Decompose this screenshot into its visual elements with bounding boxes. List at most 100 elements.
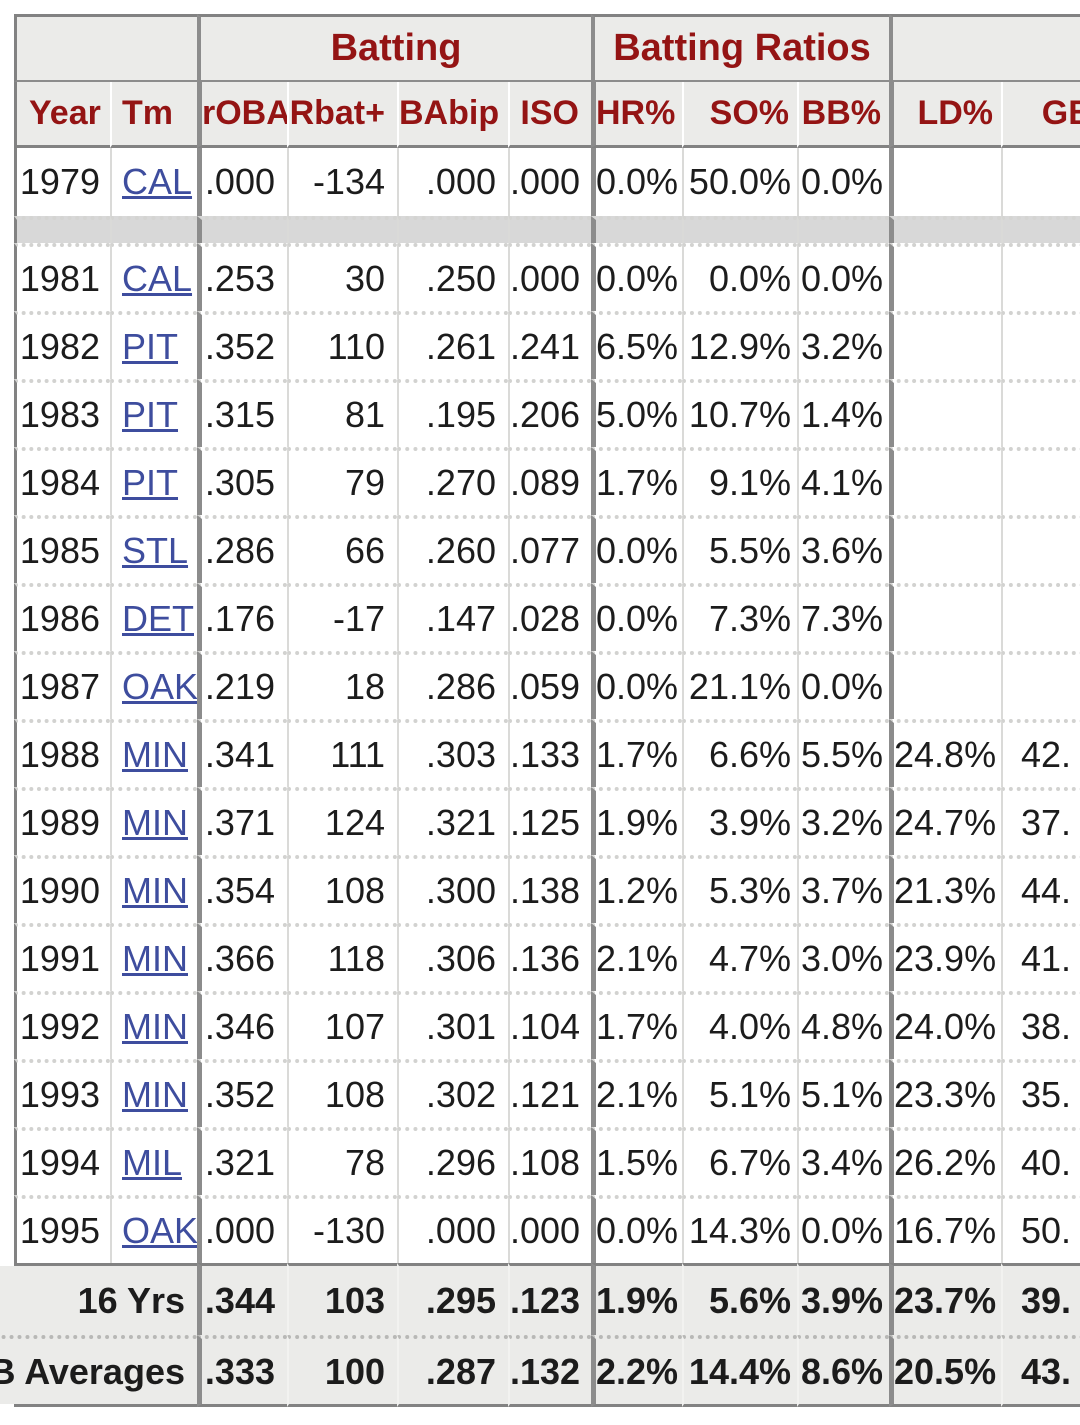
col-header-ld-pct[interactable]: LD% xyxy=(889,82,1001,148)
iso-cell: .028 xyxy=(508,583,591,651)
babip-cell: .250 xyxy=(397,243,508,311)
team-link[interactable]: OAK xyxy=(122,1210,197,1251)
babip-total: .295 xyxy=(397,1263,508,1335)
babip-cell: .301 xyxy=(397,991,508,1059)
bb-pct-cell: 3.4% xyxy=(797,1127,889,1195)
bb-pct-avg: 8.6% xyxy=(797,1335,889,1407)
hr-pct-cell: 0.0% xyxy=(591,583,682,651)
team-link[interactable]: MIN xyxy=(122,734,188,775)
season-row-1994: 1994 MIL .321 78 .296 .108 1.5% 6.7% 3.4… xyxy=(14,1127,1080,1195)
roba-total: .344 xyxy=(197,1263,287,1335)
roba-cell: .346 xyxy=(197,991,287,1059)
team-cell: MIN xyxy=(110,991,197,1059)
so-pct-cell: 3.9% xyxy=(682,787,797,855)
missing-season-spacer-row xyxy=(14,216,1080,243)
year-cell: 1986 xyxy=(14,583,110,651)
col-header-year[interactable]: Year xyxy=(14,82,110,148)
team-link[interactable]: MIN xyxy=(122,802,188,843)
player-batting-stats-table: Batting Batting Ratios Year Tm rOBA Rbat… xyxy=(0,14,1080,1407)
season-row-1984: 1984 PIT .305 79 .270 .089 1.7% 9.1% 4.1… xyxy=(14,447,1080,515)
bb-pct-cell: 0.0% xyxy=(797,1195,889,1263)
iso-cell: .089 xyxy=(508,447,591,515)
ld-pct-cell: 24.7% xyxy=(889,787,1001,855)
roba-cell: .176 xyxy=(197,583,287,651)
babip-cell: .270 xyxy=(397,447,508,515)
bb-pct-cell: 3.6% xyxy=(797,515,889,583)
col-header-rbat[interactable]: Rbat+ xyxy=(287,82,397,148)
col-header-tm[interactable]: Tm xyxy=(110,82,197,148)
year-cell: 1981 xyxy=(14,243,110,311)
hr-pct-cell: 0.0% xyxy=(591,148,682,216)
team-link[interactable]: MIL xyxy=(122,1142,183,1183)
col-header-bb-pct[interactable]: BB% xyxy=(797,82,889,148)
roba-cell: .352 xyxy=(197,1059,287,1127)
gb-pct-cell: 41. xyxy=(1001,923,1080,991)
rbat-cell: -130 xyxy=(287,1195,397,1263)
babip-cell: .260 xyxy=(397,515,508,583)
iso-cell: .000 xyxy=(508,148,591,216)
team-cell: PIT xyxy=(110,447,197,515)
rbat-avg: 100 xyxy=(287,1335,397,1407)
col-header-gb-pct[interactable]: GB% xyxy=(1001,82,1080,148)
hr-pct-total: 1.9% xyxy=(591,1263,682,1335)
ld-pct-cell: 16.7% xyxy=(889,1195,1001,1263)
ld-pct-cell: 21.3% xyxy=(889,855,1001,923)
team-cell: OAK xyxy=(110,1195,197,1263)
bb-pct-cell: 3.2% xyxy=(797,311,889,379)
iso-total: .123 xyxy=(508,1263,591,1335)
year-cell: 1979 xyxy=(14,148,110,216)
team-link[interactable]: DET xyxy=(122,598,194,639)
team-cell: PIT xyxy=(110,379,197,447)
team-link[interactable]: MIN xyxy=(122,1006,188,1047)
rbat-cell: 66 xyxy=(287,515,397,583)
babip-cell: .300 xyxy=(397,855,508,923)
team-link[interactable]: MIN xyxy=(122,870,188,911)
rbat-cell: 118 xyxy=(287,923,397,991)
hr-pct-cell: 0.0% xyxy=(591,1195,682,1263)
team-link[interactable]: PIT xyxy=(122,462,179,503)
hr-pct-cell: 1.7% xyxy=(591,447,682,515)
team-link[interactable]: CAL xyxy=(122,161,193,202)
hr-pct-cell: 0.0% xyxy=(591,243,682,311)
team-cell: MIN xyxy=(110,1059,197,1127)
season-row-1986: 1986 DET .176 -17 .147 .028 0.0% 7.3% 7.… xyxy=(14,583,1080,651)
hr-pct-cell: 1.5% xyxy=(591,1127,682,1195)
ld-pct-cell xyxy=(889,651,1001,719)
mlb-averages-row: MLB Averages .333 100 .287 .132 2.2% 14.… xyxy=(0,1335,1080,1407)
ld-pct-cell xyxy=(889,379,1001,447)
roba-cell: .341 xyxy=(197,719,287,787)
so-pct-cell: 5.5% xyxy=(682,515,797,583)
hr-pct-cell: 2.1% xyxy=(591,1059,682,1127)
season-row-1992: 1992 MIN .346 107 .301 .104 1.7% 4.0% 4.… xyxy=(14,991,1080,1059)
season-row-1987: 1987 OAK .219 18 .286 .059 0.0% 21.1% 0.… xyxy=(14,651,1080,719)
col-header-babip[interactable]: BAbip xyxy=(397,82,508,148)
babip-cell: .261 xyxy=(397,311,508,379)
col-header-hr-pct[interactable]: HR% xyxy=(591,82,682,148)
team-cell: CAL xyxy=(110,243,197,311)
team-cell: DET xyxy=(110,583,197,651)
team-link[interactable]: STL xyxy=(122,530,189,571)
babip-cell: .303 xyxy=(397,719,508,787)
hr-pct-cell: 1.7% xyxy=(591,719,682,787)
so-pct-cell: 14.3% xyxy=(682,1195,797,1263)
col-header-so-pct[interactable]: SO% xyxy=(682,82,797,148)
team-link[interactable]: MIN xyxy=(122,938,188,979)
season-row-1991: 1991 MIN .366 118 .306 .136 2.1% 4.7% 3.… xyxy=(14,923,1080,991)
bb-pct-cell: 1.4% xyxy=(797,379,889,447)
babip-cell: .296 xyxy=(397,1127,508,1195)
iso-cell: .138 xyxy=(508,855,591,923)
team-link[interactable]: CAL xyxy=(122,258,193,299)
col-header-roba[interactable]: rOBA xyxy=(197,82,287,148)
col-header-iso[interactable]: ISO xyxy=(508,82,591,148)
babip-cell: .000 xyxy=(397,148,508,216)
season-row-1979: 1979 CAL .000 -134 .000 .000 0.0% 50.0% … xyxy=(14,148,1080,216)
year-cell: 1993 xyxy=(14,1059,110,1127)
team-link[interactable]: OAK xyxy=(122,666,197,707)
rbat-cell: 78 xyxy=(287,1127,397,1195)
ld-pct-cell xyxy=(889,311,1001,379)
team-link[interactable]: PIT xyxy=(122,394,179,435)
team-link[interactable]: MIN xyxy=(122,1074,188,1115)
iso-cell: .077 xyxy=(508,515,591,583)
team-link[interactable]: PIT xyxy=(122,326,179,367)
year-cell: 1983 xyxy=(14,379,110,447)
